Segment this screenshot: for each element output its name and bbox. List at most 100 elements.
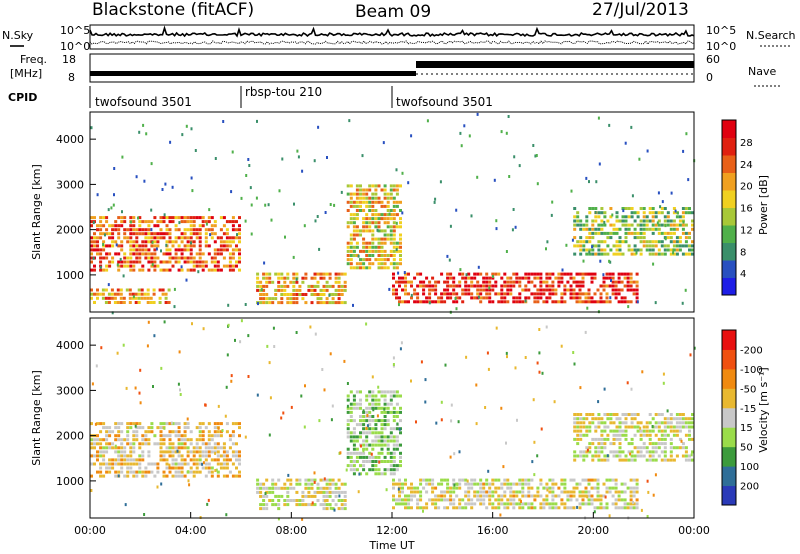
range-gate-cell (108, 224, 112, 228)
cpid-segment-2: rbsp-tou 210 (245, 85, 322, 99)
sparse-echo (588, 250, 591, 254)
range-gate-cell (449, 490, 453, 494)
range-gate-cell (497, 478, 501, 482)
range-gate-cell (216, 450, 220, 454)
range-gate-cell (111, 244, 115, 248)
range-gate-cell (576, 429, 580, 433)
range-gate-cell (352, 217, 356, 221)
range-gate-cell (377, 258, 381, 262)
range-gate-cell (334, 503, 338, 507)
sparse-echo (151, 240, 154, 244)
range-gate-cell (222, 454, 226, 458)
sparse-echo (278, 189, 281, 193)
range-gate-cell (295, 478, 299, 482)
range-gate-cell (177, 470, 181, 474)
range-gate-cell (377, 196, 381, 200)
range-gate-cell (195, 264, 199, 268)
range-gate-cell (491, 478, 495, 482)
sparse-echo (134, 386, 137, 390)
range-gate-cell (389, 184, 393, 188)
sparse-echo (230, 190, 233, 194)
sparse-echo (352, 303, 354, 307)
range-gate-cell (585, 223, 589, 227)
range-gate-cell (437, 506, 441, 510)
range-gate-cell (582, 458, 586, 462)
range-gate-cell (168, 268, 172, 272)
range-gate-cell (506, 482, 510, 486)
range-gate-cell (228, 470, 232, 474)
range-gate-cell (515, 494, 519, 498)
range-gate-cell (380, 443, 384, 447)
range-gate-cell (618, 240, 622, 244)
range-gate-cell (663, 215, 667, 219)
range-gate-cell (192, 454, 196, 458)
range-gate-cell (434, 280, 438, 284)
range-gate-cell (578, 300, 582, 304)
range-gate-cell (174, 236, 178, 240)
range-gate-cell (195, 466, 199, 470)
range-gate-cell (371, 217, 375, 221)
range-gate-cell (630, 252, 634, 256)
colorbar-swatch (722, 207, 736, 226)
range-gate-cell (186, 248, 190, 252)
range-gate-cell (545, 486, 549, 490)
range-gate-cell (551, 490, 555, 494)
range-gate-cell (582, 227, 586, 231)
range-gate-cell (582, 425, 586, 429)
range-gate-cell (588, 442, 592, 446)
range-gate-cell (171, 442, 175, 446)
range-gate-cell (141, 442, 145, 446)
range-gate-cell (316, 486, 320, 490)
range-gate-cell (632, 292, 636, 296)
range-gate-cell (132, 438, 136, 442)
cpid-segment-1: twofsound 3501 (95, 95, 192, 109)
range-gate-cell (401, 288, 404, 292)
range-gate-cell (678, 446, 682, 450)
y-tick-label: 3000 (56, 178, 84, 191)
range-gate-cell (380, 419, 384, 423)
sparse-echo (674, 209, 677, 213)
range-gate-cell (231, 264, 235, 268)
range-gate-cell (359, 390, 362, 394)
sparse-echo (209, 233, 212, 237)
sparse-echo (666, 409, 669, 413)
range-gate-cell (325, 507, 329, 511)
range-gate-cell (105, 264, 109, 268)
sparse-echo (245, 174, 248, 177)
range-gate-cell (355, 229, 359, 233)
range-gate-cell (349, 451, 353, 455)
range-gate-cell (111, 442, 115, 446)
range-gate-cell (96, 288, 99, 292)
range-gate-cell (636, 211, 640, 215)
range-gate-cell (129, 458, 133, 462)
range-gate-cell (623, 300, 627, 304)
range-gate-cell (195, 232, 199, 236)
range-gate-cell (256, 486, 260, 490)
range-gate-cell (352, 200, 356, 204)
range-gate-cell (138, 446, 142, 450)
range-gate-cell (310, 288, 314, 292)
range-gate-cell (594, 252, 598, 256)
range-gate-cell (180, 232, 184, 236)
range-gate-cell (591, 442, 595, 446)
range-gate-cell (380, 213, 384, 217)
range-gate-cell (654, 244, 658, 248)
range-gate-cell (374, 464, 378, 468)
range-gate-cell (256, 276, 260, 280)
range-gate-cell (316, 280, 320, 284)
range-gate-cell (377, 406, 381, 410)
range-gate-cell (395, 296, 398, 300)
range-gate-cell (688, 425, 691, 429)
range-gate-cell (352, 435, 356, 439)
range-gate-cell (581, 490, 585, 494)
noise-tick-top-right: 10^5 (706, 24, 736, 37)
range-gate-cell (374, 398, 378, 402)
range-gate-cell (611, 292, 615, 296)
range-gate-cell (663, 417, 667, 421)
range-gate-cell (470, 498, 474, 502)
range-gate-cell (629, 272, 633, 276)
range-gate-cell (545, 502, 549, 506)
range-gate-cell (383, 439, 387, 443)
range-gate-cell (189, 458, 193, 462)
